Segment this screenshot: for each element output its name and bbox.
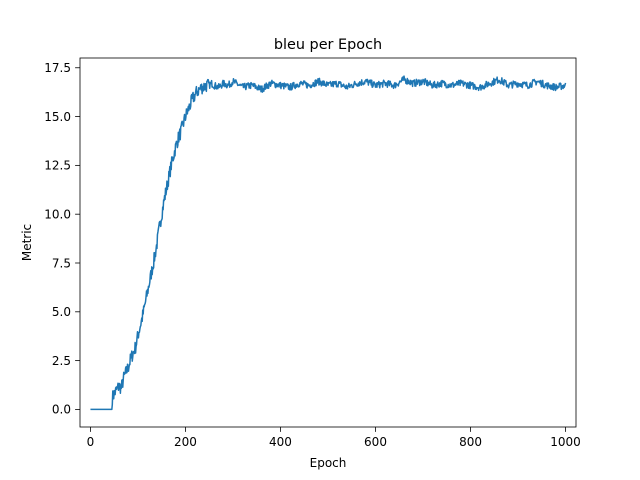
axes-frame [79,57,577,428]
y-tick-label: 7.5 [52,256,71,270]
x-tick-label: 200 [174,435,197,449]
x-tick-label: 800 [459,435,482,449]
y-tick-label: 2.5 [52,354,71,368]
y-tick-label: 0.0 [52,403,71,417]
y-axis-ticks: 0.0 2.5 5.0 7.5 10.0 12.5 15.0 17.5 [44,61,80,417]
y-tick-label: 5.0 [52,305,71,319]
y-tick-label: 17.5 [44,61,71,75]
x-tick-label: 0 [87,435,95,449]
x-axis-ticks: 0 200 400 600 800 1000 [87,427,581,449]
plot-area [80,58,576,427]
x-tick-label: 600 [364,435,387,449]
chart-title: bleu per Epoch [274,37,382,53]
series-line [90,75,567,411]
x-tick-label: 1000 [550,435,581,449]
y-axis-label: Metric [20,224,34,261]
series-layer [90,75,567,411]
axes-spines [79,57,577,428]
y-tick-label: 15.0 [44,110,71,124]
y-tick-label: 12.5 [44,159,71,173]
x-tick-label: 400 [269,435,292,449]
y-tick-label: 10.0 [44,207,71,221]
x-axis-label: Epoch [310,456,347,470]
